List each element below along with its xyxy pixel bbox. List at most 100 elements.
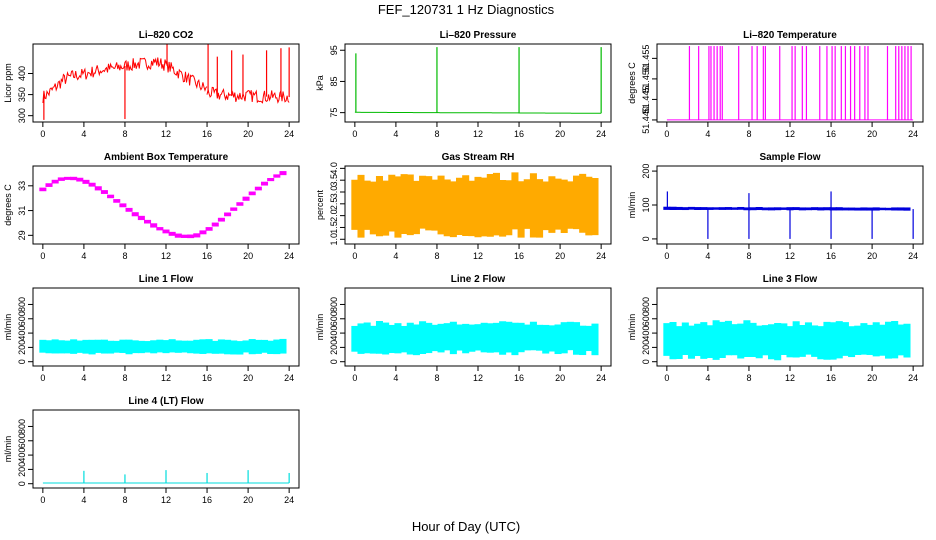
y-axis-label: ml/min	[627, 192, 637, 219]
x-tick-label: 4	[81, 129, 86, 139]
y-tick-label: 51.440	[641, 106, 651, 134]
y-tick-label: 2.0	[329, 209, 339, 222]
x-tick-label: 4	[81, 373, 86, 383]
x-tick-label: 8	[122, 495, 127, 505]
panel-title: Line 4 (LT) Flow	[128, 396, 204, 407]
x-tick-label: 0	[40, 129, 45, 139]
series-group	[354, 47, 602, 114]
x-tick-label: 24	[908, 129, 918, 139]
y-tick-label: 600	[329, 311, 339, 326]
x-tick-label: 16	[826, 129, 836, 139]
y-axis-label: degrees C	[627, 62, 637, 104]
x-tick-label: 8	[746, 251, 751, 261]
panel-10: Line 4 (LT) Flow ml/min 0 4 8 12 16 20 24 0 200400…	[3, 396, 300, 505]
panel-5: Gas Stream RH percent 0 4 8 12 16 20 24 1.01.52.0…	[315, 152, 612, 261]
figure-xlabel: Hour of Day (UTC)	[412, 519, 520, 534]
y-tick-label: 75	[329, 108, 339, 118]
x-tick-label: 8	[122, 251, 127, 261]
x-tick-label: 4	[705, 129, 710, 139]
y-tick-label: 300	[17, 108, 27, 123]
x-tick-label: 16	[202, 495, 212, 505]
x-tick-label: 20	[243, 373, 253, 383]
panel-9: Line 3 Flow ml/min 0 4 8 12 16 20 24 0 20040060080…	[627, 274, 924, 383]
x-tick-label: 8	[746, 373, 751, 383]
x-tick-label: 20	[555, 373, 565, 383]
x-tick-label: 8	[434, 129, 439, 139]
y-tick-label: 1.0	[329, 233, 339, 246]
y-tick-label: 0	[641, 236, 651, 241]
series-group	[666, 46, 914, 121]
y-tick-label: 29	[17, 230, 27, 240]
x-tick-label: 8	[746, 129, 751, 139]
x-tick-label: 16	[202, 129, 212, 139]
x-tick-label: 24	[908, 251, 918, 261]
figure-title: FEF_120731 1 Hz Diagnostics	[378, 2, 555, 17]
y-tick-label: 100	[641, 197, 651, 212]
x-tick-label: 16	[514, 129, 524, 139]
x-tick-label: 12	[473, 251, 483, 261]
y-axis-label: degrees C	[3, 184, 13, 226]
x-tick-label: 12	[473, 129, 483, 139]
panel-title: Line 3 Flow	[763, 274, 818, 285]
x-tick-label: 4	[393, 373, 398, 383]
y-tick-label: 800	[329, 297, 339, 312]
x-tick-label: 12	[785, 373, 795, 383]
x-tick-label: 8	[122, 129, 127, 139]
y-tick-label: 600	[17, 433, 27, 448]
x-tick-label: 24	[908, 373, 918, 383]
x-tick-label: 16	[514, 373, 524, 383]
x-tick-label: 16	[202, 251, 212, 261]
x-tick-label: 0	[664, 373, 669, 383]
x-tick-label: 4	[705, 373, 710, 383]
plot-frame	[32, 43, 300, 123]
x-tick-label: 20	[867, 129, 877, 139]
y-tick-label: 400	[17, 66, 27, 81]
series-group	[42, 470, 290, 484]
y-axis-label: kPa	[315, 75, 325, 91]
x-tick-label: 4	[705, 251, 710, 261]
x-tick-label: 12	[785, 129, 795, 139]
x-tick-label: 0	[352, 129, 357, 139]
x-tick-label: 12	[785, 251, 795, 261]
y-tick-label: 400	[641, 326, 651, 341]
x-tick-label: 4	[393, 129, 398, 139]
plot-frame	[656, 43, 924, 123]
x-tick-label: 24	[284, 373, 294, 383]
panel-title: Gas Stream RH	[442, 152, 515, 163]
y-tick-label: 200	[17, 462, 27, 477]
x-tick-label: 8	[434, 373, 439, 383]
series-group	[663, 320, 911, 361]
x-tick-label: 12	[161, 251, 171, 261]
x-tick-label: 12	[161, 495, 171, 505]
x-tick-label: 12	[161, 129, 171, 139]
y-tick-label: 3.0	[329, 186, 339, 199]
y-tick-label: 200	[641, 164, 651, 179]
x-tick-label: 16	[826, 251, 836, 261]
y-axis-label: Licor ppm	[3, 63, 13, 103]
x-tick-label: 0	[352, 373, 357, 383]
series-line	[206, 86, 290, 104]
y-tick-label: 0	[329, 359, 339, 364]
x-tick-label: 0	[664, 129, 669, 139]
y-tick-label: 51.455	[641, 45, 651, 73]
series-group	[663, 191, 914, 239]
y-tick-label: 2.5	[329, 198, 339, 211]
series-group	[39, 171, 287, 239]
series-group	[351, 172, 599, 238]
x-tick-label: 4	[393, 251, 398, 261]
x-tick-label: 4	[81, 495, 86, 505]
x-tick-label: 24	[596, 251, 606, 261]
x-tick-label: 0	[40, 373, 45, 383]
series-line	[354, 111, 602, 114]
x-tick-label: 0	[352, 251, 357, 261]
y-tick-label: 51.450	[641, 65, 651, 93]
panel-3: Li–820 Temperature degrees C 0 4 8 12 16 20 24 51…	[627, 30, 924, 139]
y-tick-label: 350	[17, 87, 27, 102]
y-tick-label: 200	[17, 340, 27, 355]
y-tick-label: 800	[17, 297, 27, 312]
panel-title: Ambient Box Temperature	[104, 152, 229, 163]
y-axis-label: ml/min	[3, 314, 13, 341]
x-tick-label: 16	[514, 251, 524, 261]
x-tick-label: 20	[243, 251, 253, 261]
